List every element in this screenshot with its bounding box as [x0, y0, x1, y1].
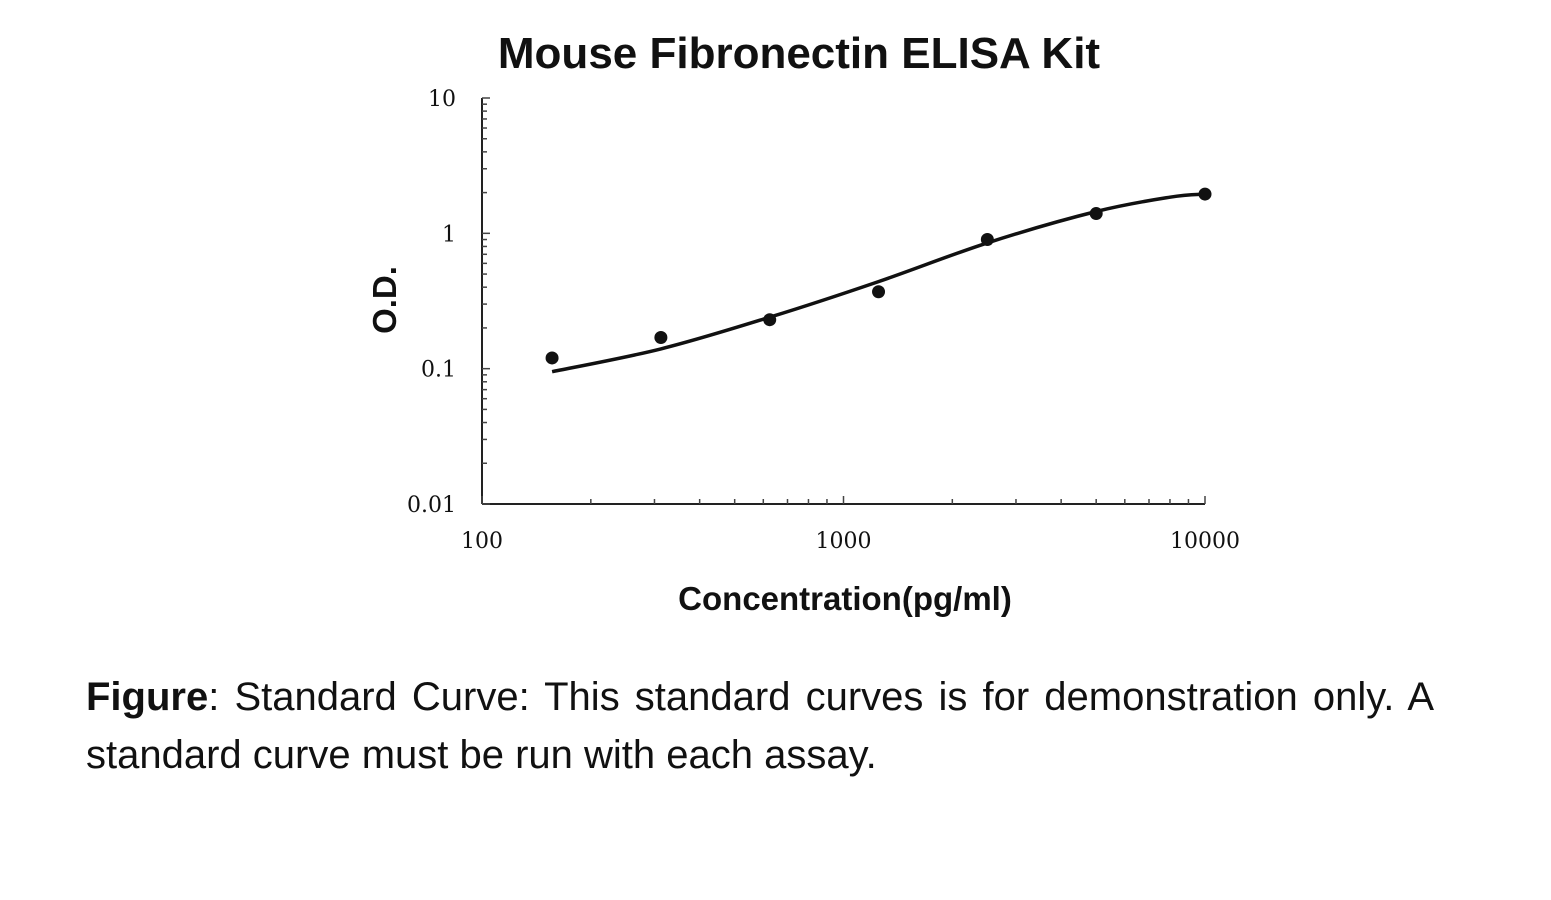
x-tick-label: 1000	[816, 529, 872, 554]
data-points	[545, 187, 1212, 365]
axes	[481, 98, 1205, 505]
x-tick-label: 100	[461, 529, 503, 554]
data-point	[545, 351, 559, 365]
data-point	[763, 313, 777, 327]
chart: Mouse Fibronectin ELISA Kit O.D. Concent…	[366, 29, 1240, 617]
y-tick-label: 1	[442, 222, 456, 247]
y-axis-label: O.D.	[366, 266, 403, 334]
x-axis-label: Concentration(pg/ml)	[678, 580, 1012, 617]
y-tick-label: 0.01	[407, 493, 456, 518]
x-tick-label: 10000	[1170, 529, 1240, 554]
caption-label: Figure	[86, 675, 209, 719]
caption-text: : Standard Curve: This standard curves i…	[86, 675, 1434, 777]
data-point	[1198, 187, 1212, 201]
data-point	[872, 285, 886, 299]
y-tick-label: 10	[428, 87, 456, 112]
data-point	[980, 233, 994, 247]
chart-title: Mouse Fibronectin ELISA Kit	[498, 29, 1101, 78]
fit-curve	[551, 192, 1206, 374]
fit-curve-group	[551, 192, 1206, 374]
figure-caption: Figure: Standard Curve: This standard cu…	[86, 668, 1434, 784]
data-point	[1089, 207, 1103, 221]
y-tick-label: 0.1	[421, 358, 456, 383]
data-point	[654, 330, 668, 344]
ticks	[481, 97, 1206, 505]
